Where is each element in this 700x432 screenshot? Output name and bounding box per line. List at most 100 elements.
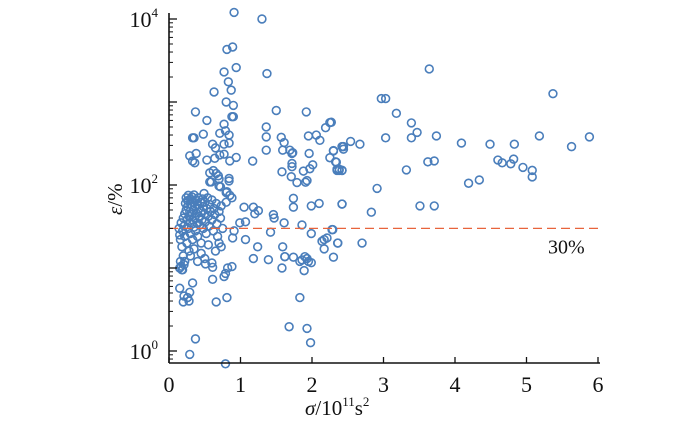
data-point	[215, 128, 225, 138]
data-point	[185, 349, 195, 360]
data-point	[222, 263, 233, 273]
y-tick-label: 102	[130, 171, 159, 198]
data-point	[355, 139, 365, 149]
data-point	[190, 107, 201, 117]
data-point	[224, 138, 234, 148]
data-point	[225, 156, 235, 166]
data-point	[226, 85, 236, 95]
data-point	[219, 67, 229, 77]
data-point	[302, 323, 312, 334]
y-tick-label: 100	[130, 337, 159, 364]
points-layer	[174, 7, 595, 369]
x-tick-label: 1	[235, 372, 246, 397]
data-point	[429, 201, 439, 211]
data-point	[527, 172, 537, 182]
data-point	[219, 119, 229, 129]
data-point	[299, 265, 309, 276]
data-point	[227, 42, 238, 52]
data-point	[306, 228, 316, 239]
data-point	[287, 158, 297, 169]
data-point	[212, 231, 223, 242]
data-point	[262, 68, 272, 79]
data-point	[412, 127, 422, 138]
data-point	[300, 177, 311, 187]
data-point	[184, 246, 194, 256]
data-point	[211, 297, 221, 307]
y-axis-title: ε/%	[103, 183, 127, 215]
data-point	[325, 153, 335, 163]
x-tick-label: 2	[307, 372, 318, 397]
data-point	[187, 278, 198, 288]
data-point	[401, 165, 412, 175]
data-point	[205, 177, 215, 187]
data-point	[185, 287, 195, 297]
data-point	[261, 145, 271, 155]
data-point	[380, 93, 391, 104]
data-point	[288, 193, 299, 204]
data-point	[223, 77, 234, 87]
data-point	[277, 242, 288, 252]
data-point	[277, 167, 287, 177]
data-point	[211, 198, 221, 209]
data-point	[227, 261, 237, 272]
data-point	[207, 274, 218, 285]
data-point	[240, 217, 251, 227]
x-axis-title: σ/1011s2	[305, 394, 369, 420]
data-point	[280, 251, 290, 262]
data-point	[228, 100, 239, 111]
data-point	[214, 181, 224, 191]
data-point	[269, 213, 279, 223]
data-point	[297, 220, 307, 230]
data-point	[286, 171, 296, 182]
data-point	[315, 135, 325, 146]
data-point	[325, 117, 335, 128]
data-point	[187, 156, 198, 166]
data-point	[345, 136, 356, 147]
data-point	[219, 149, 229, 159]
data-point	[327, 224, 337, 235]
data-point	[508, 154, 519, 164]
data-point	[224, 176, 234, 186]
data-point	[207, 258, 217, 268]
y-tick-exp: 0	[152, 337, 159, 352]
data-point	[231, 62, 241, 73]
data-point	[474, 175, 485, 185]
data-point	[215, 150, 225, 160]
data-point	[376, 93, 387, 104]
data-point	[304, 148, 314, 159]
data-point	[328, 145, 339, 156]
data-point	[333, 238, 343, 248]
data-point	[265, 227, 276, 237]
data-point	[284, 322, 294, 332]
data-point	[222, 44, 232, 55]
data-point	[177, 226, 188, 236]
data-point	[180, 256, 190, 267]
x-tick-label: 5	[521, 372, 532, 397]
data-point	[303, 131, 314, 141]
data-point	[271, 105, 281, 116]
data-point	[456, 138, 467, 148]
data-point	[220, 268, 231, 279]
reference-line-label: 30%	[548, 236, 585, 258]
data-point	[366, 207, 377, 217]
data-point	[463, 178, 474, 188]
data-point	[202, 115, 212, 126]
x-tick-label: 6	[593, 372, 604, 397]
data-point	[185, 251, 196, 261]
y-tick-base: 10	[130, 339, 152, 364]
data-point	[288, 252, 299, 262]
data-point	[219, 139, 229, 149]
y-axis-unit: /%	[103, 183, 127, 206]
data-point	[222, 292, 232, 303]
data-point	[216, 201, 226, 211]
data-point	[306, 201, 316, 211]
y-tick-base: 10	[130, 7, 152, 32]
data-point	[261, 122, 271, 132]
data-point	[276, 132, 286, 143]
data-point	[209, 87, 219, 97]
data-point	[252, 242, 263, 252]
data-point	[320, 123, 331, 133]
x-tick-label: 0	[164, 372, 175, 397]
x-axis-exp: 11	[342, 394, 355, 409]
data-point	[187, 133, 198, 143]
